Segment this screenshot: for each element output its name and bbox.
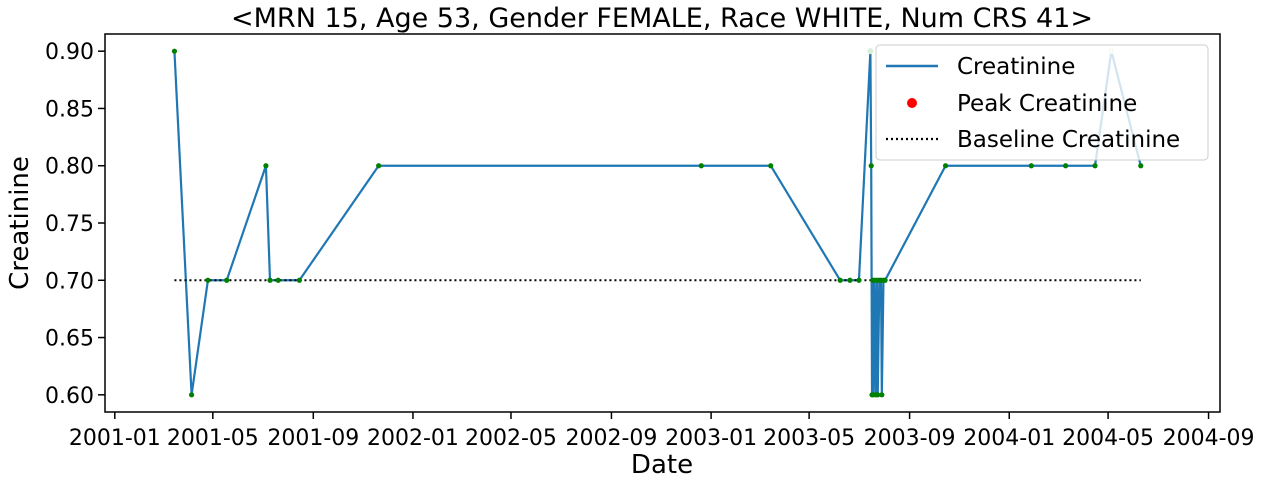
creatinine-point [171,48,178,54]
creatinine-point [768,163,774,169]
creatinine-point [1092,163,1098,169]
y-tick-label: 0.85 [45,97,94,122]
creatinine-point [224,277,230,283]
creatinine-point [856,277,862,283]
x-tick-label: 2003-05 [763,426,855,451]
creatinine-point [837,277,843,283]
creatinine-line [173,50,1142,396]
legend: Creatinine Peak Creatinine Baseline Crea… [875,44,1209,161]
x-tick-label: 2004-09 [1163,426,1255,451]
chart-title: <MRN 15, Age 53, Gender FEMALE, Race WHI… [231,3,1093,34]
x-tick-label: 2002-09 [565,426,657,451]
legend-label-baseline: Baseline Creatinine [957,127,1180,153]
legend-swatch-peak [907,98,917,108]
creatinine-point [296,277,303,283]
x-tick-label: 2003-09 [864,426,956,451]
x-tick-label: 2001-05 [167,426,259,451]
y-tick-label: 0.80 [45,155,94,180]
x-tick-label: 2002-05 [465,426,557,451]
peak-point [867,48,874,55]
creatinine-point [205,277,211,283]
creatinine-point [868,163,874,169]
y-tick-label: 0.65 [45,327,94,352]
creatinine-point [1063,163,1069,169]
creatinine-point [942,163,949,169]
creatinine-point [188,392,195,398]
x-tick-label: 2004-01 [963,426,1055,451]
y-tick-label: 0.70 [45,269,94,294]
creatinine-point [267,277,273,283]
creatinine-point [882,277,888,283]
x-tick-label: 2004-05 [1062,426,1154,451]
creatinine-point [275,277,281,283]
creatinine-point [875,392,881,398]
creatinine-point [698,163,704,169]
creatinine-point [263,163,269,169]
creatinine-point [1028,163,1034,169]
y-axis-label: Creatinine [5,156,35,290]
legend-box [875,44,1209,161]
plot-frame [104,33,1221,413]
x-axis-label: Date [631,450,693,480]
creatinine-point [847,277,853,283]
x-tick-label: 2002-01 [367,426,459,451]
x-tick-label: 2001-01 [69,426,161,451]
series-layer [171,48,1144,398]
creatinine-point [879,392,885,398]
x-tick-label: 2001-09 [267,426,359,451]
legend-label-creatinine: Creatinine [957,54,1075,80]
legend-label-peak: Peak Creatinine [957,91,1137,117]
y-tick-label: 0.60 [45,384,94,409]
tick-layer: 2001-01 2001-05 2001-09 2002-01 2002-05 2002-… [45,40,1255,451]
x-tick-label: 2003-01 [665,426,757,451]
creatinine-point [376,163,382,169]
creatinine-point [1138,163,1144,169]
y-tick-label: 0.90 [45,40,94,65]
y-tick-label: 0.75 [45,212,94,237]
